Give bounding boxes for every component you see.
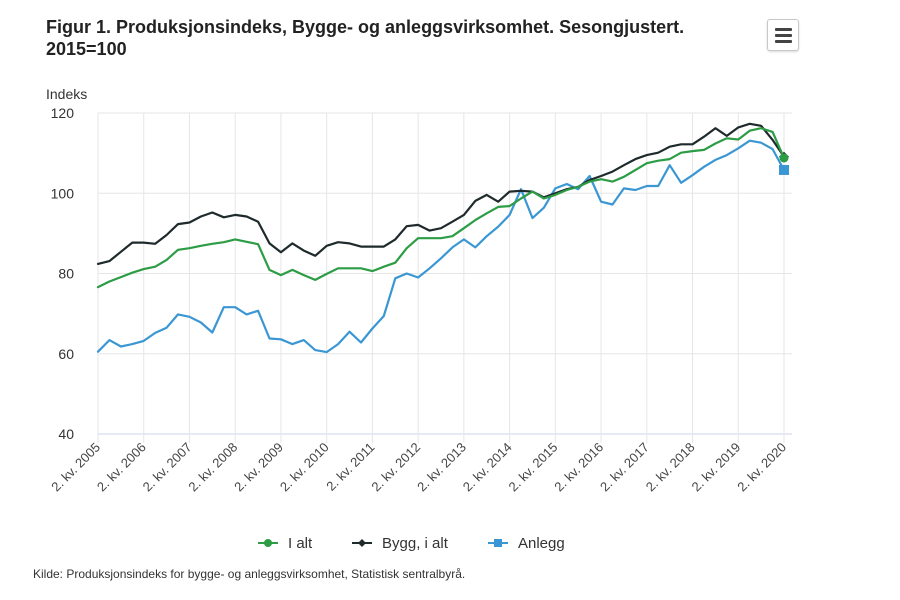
x-tick-label: 2. kv. 2008 bbox=[185, 440, 240, 495]
square-marker-icon bbox=[488, 539, 508, 547]
x-tick-label: 2. kv. 2010 bbox=[277, 440, 332, 495]
chart-title-line-1: Figur 1. Produksjonsindeks, Bygge- og an… bbox=[46, 17, 685, 37]
x-tick-label: 2. kv. 2012 bbox=[368, 440, 423, 495]
y-tick-label: 100 bbox=[51, 185, 75, 201]
x-tick-label: 2. kv. 2020 bbox=[734, 440, 789, 495]
x-tick-label: 2. kv. 2007 bbox=[140, 440, 195, 495]
circle-marker-icon bbox=[258, 539, 278, 547]
x-tick-label: 2. kv. 2018 bbox=[643, 440, 698, 495]
chart-menu-button[interactable] bbox=[767, 19, 799, 51]
x-tick-label: 2. kv. 2016 bbox=[551, 440, 606, 495]
x-tick-label: 2. kv. 2013 bbox=[414, 440, 469, 495]
series-lines bbox=[96, 122, 789, 354]
x-tick-label: 2. kv. 2017 bbox=[597, 440, 652, 495]
legend-label-i-alt: I alt bbox=[288, 534, 313, 552]
x-tick-label: 2. kv. 2009 bbox=[231, 440, 286, 495]
series-line-bygg-i-alt bbox=[96, 122, 786, 265]
y-tick-label: 40 bbox=[58, 426, 74, 442]
y-axis-title: Indeks bbox=[46, 86, 87, 102]
hamburger-menu-icon-bar-3 bbox=[775, 40, 792, 43]
source-note: Kilde: Produksjonsindeks for bygge- og a… bbox=[33, 567, 466, 581]
hamburger-menu-icon-bar-2 bbox=[775, 34, 792, 37]
series-end-marker-i-alt bbox=[779, 153, 789, 163]
y-tick-label: 120 bbox=[51, 105, 75, 121]
chart-title-line-2: 2015=100 bbox=[46, 39, 127, 59]
diamond-marker-icon bbox=[352, 539, 372, 547]
legend-label-bygg-i-alt: Bygg, i alt bbox=[382, 534, 448, 552]
legend: I alt Bygg, i alt Anlegg bbox=[0, 532, 900, 556]
x-tick-label: 2. kv. 2014 bbox=[460, 440, 515, 495]
chart-title: Figur 1. Produksjonsindeks, Bygge- og an… bbox=[46, 16, 746, 60]
series-end-marker-anlegg bbox=[779, 164, 789, 175]
x-tick-label: 2. kv. 2006 bbox=[94, 440, 149, 495]
hamburger-menu-icon-bar-1 bbox=[775, 28, 792, 31]
legend-item-anlegg[interactable]: Anlegg bbox=[488, 532, 565, 554]
x-tick-label: 2. kv. 2005 bbox=[48, 440, 103, 495]
y-tick-label: 80 bbox=[58, 266, 74, 282]
y-axis-ticks: 40 60 80 100 120 bbox=[51, 105, 75, 442]
x-tick-label: 2. kv. 2015 bbox=[506, 440, 561, 495]
grid bbox=[97, 112, 792, 443]
series-line-i-alt bbox=[96, 127, 786, 289]
legend-label-anlegg: Anlegg bbox=[518, 534, 565, 552]
series-line-anlegg bbox=[96, 139, 786, 354]
y-tick-label: 60 bbox=[58, 346, 74, 362]
legend-item-bygg-i-alt[interactable]: Bygg, i alt bbox=[352, 532, 448, 554]
legend-item-i-alt[interactable]: I alt bbox=[258, 532, 312, 554]
x-tick-label: 2. kv. 2019 bbox=[688, 440, 743, 495]
